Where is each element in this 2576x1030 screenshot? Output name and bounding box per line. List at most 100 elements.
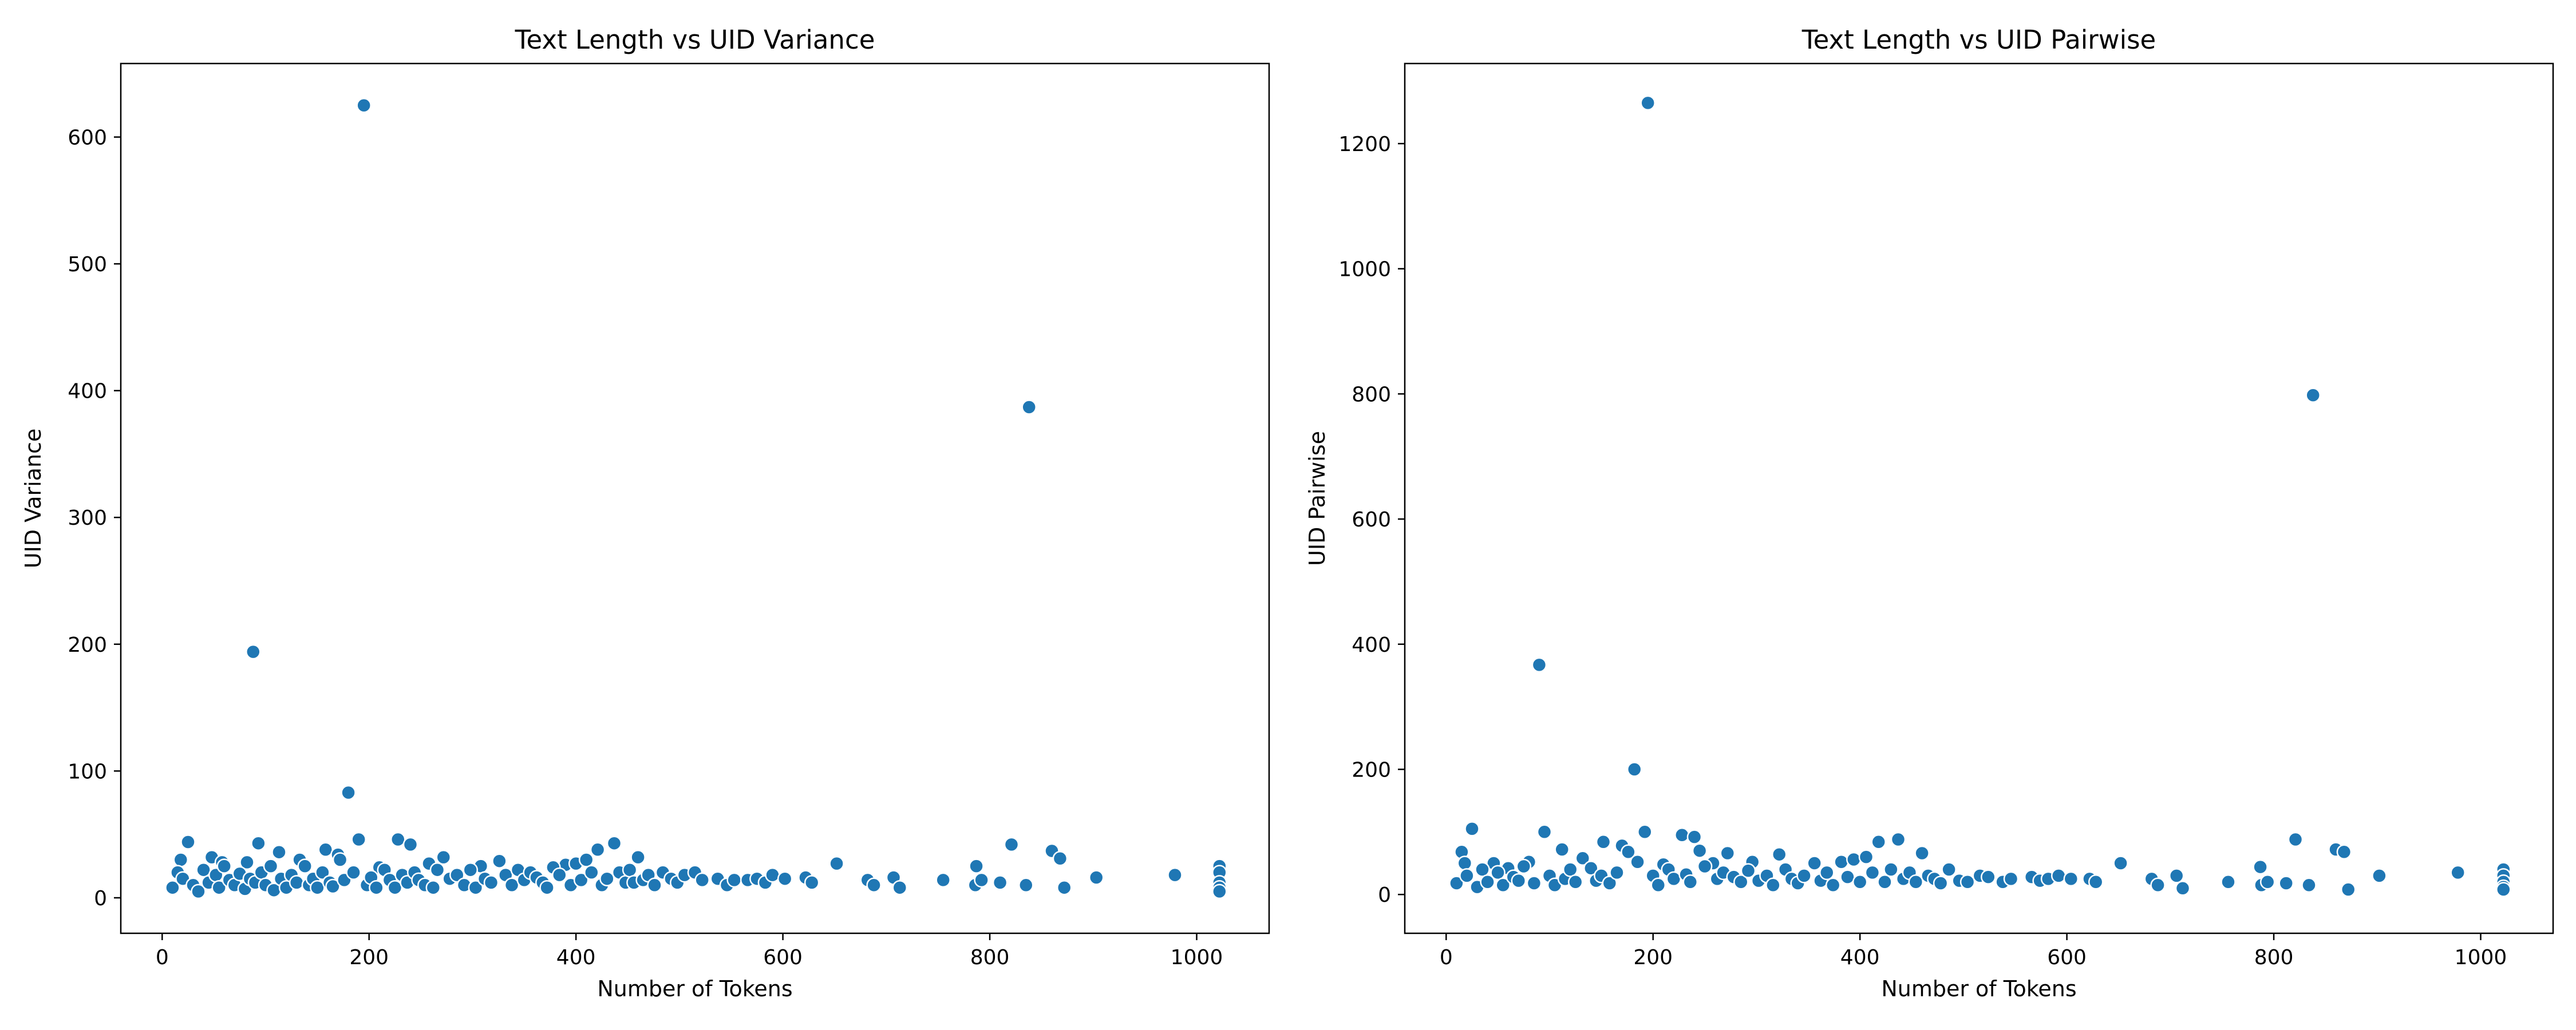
data-point (1640, 95, 1656, 111)
x-tick-label: 0 (156, 946, 169, 969)
data-point (2150, 877, 2166, 893)
data-point (263, 858, 279, 874)
axes-frame (1404, 62, 2554, 934)
data-point (694, 872, 710, 888)
x-tick-label: 600 (763, 946, 803, 969)
data-point (1666, 871, 1682, 887)
data-point (1914, 845, 1930, 861)
x-axis-ticks: 0 200 400 600 800 1000 (156, 933, 1223, 969)
x-tick-label: 600 (2047, 946, 2087, 969)
data-point (325, 878, 341, 894)
data-point (622, 862, 638, 878)
data-point (2253, 859, 2268, 875)
data-point (318, 842, 334, 858)
data-point (1825, 877, 1841, 893)
data-point (1480, 874, 1495, 890)
data-point (578, 852, 594, 867)
data-point (1516, 858, 1532, 874)
data-point (1864, 865, 1880, 881)
data-point (289, 875, 305, 890)
data-point (369, 880, 384, 896)
data-point (191, 884, 206, 900)
data-point (356, 97, 372, 113)
data-point (1819, 865, 1835, 881)
data-point (297, 858, 313, 874)
data-point (1740, 863, 1756, 878)
scatter-panel-uid-pairwise: 0 200 400 600 800 1000 0 200 400 600 800 1000 1200 Te… (1305, 25, 2554, 1001)
data-point (974, 872, 989, 888)
data-point (1567, 874, 1583, 890)
data-point (1682, 874, 1698, 890)
data-point (332, 852, 348, 867)
data-point (1674, 827, 1690, 843)
data-point (1637, 824, 1653, 840)
y-tick-label: 300 (68, 506, 107, 530)
data-point (1846, 851, 1862, 867)
data-point (346, 865, 361, 880)
x-tick-label: 200 (349, 946, 389, 969)
data-point (1490, 865, 1506, 881)
data-point (1088, 870, 1104, 885)
y-tick-label: 1000 (1338, 258, 1391, 282)
data-point (2305, 387, 2321, 403)
data-point (1890, 831, 1906, 847)
y-tick-label: 600 (1352, 508, 1391, 532)
data-point (892, 880, 908, 896)
data-points (1449, 95, 2511, 897)
x-axis-label: Number of Tokens (597, 976, 792, 1001)
x-tick-label: 0 (1440, 946, 1453, 969)
data-point (765, 867, 780, 883)
data-point (606, 835, 622, 851)
data-point (1495, 877, 1511, 893)
data-point (1720, 845, 1736, 861)
data-point (239, 854, 255, 870)
data-point (1834, 854, 1849, 870)
y-tick-label: 400 (1352, 633, 1391, 657)
data-point (492, 853, 507, 869)
data-point (2113, 855, 2128, 871)
data-point (1858, 849, 1874, 865)
data-point (2340, 882, 2356, 897)
data-point (1852, 874, 1868, 890)
data-point (1959, 874, 1976, 890)
y-axis-label: UID Variance (21, 429, 46, 569)
axes-frame (120, 62, 1270, 934)
data-point (969, 858, 984, 874)
x-axis-ticks: 0 200 400 600 800 1000 (1440, 933, 2507, 969)
data-point (804, 875, 820, 890)
data-point (468, 880, 484, 896)
data-point (1167, 867, 1183, 883)
data-point (2175, 881, 2191, 896)
data-point (1554, 842, 1570, 857)
data-point (390, 831, 406, 847)
data-point (1796, 868, 1812, 884)
data-point (552, 867, 567, 883)
data-point (216, 858, 232, 874)
y-axis-label: UID Pairwise (1305, 431, 1330, 566)
data-point (1981, 869, 1996, 885)
data-point (2372, 868, 2387, 884)
data-point (504, 877, 520, 893)
data-point (1457, 855, 1473, 871)
data-point (1692, 843, 1708, 858)
data-point (2301, 877, 2317, 893)
data-point (351, 831, 366, 847)
data-point (402, 837, 418, 853)
data-point (1459, 868, 1475, 884)
data-point (2278, 876, 2294, 891)
x-axis-label: Number of Tokens (1881, 976, 2076, 1001)
data-point (539, 880, 555, 896)
data-point (1602, 876, 1618, 891)
data-point (584, 865, 599, 880)
data-point (1650, 877, 1666, 893)
data-point (180, 834, 196, 850)
data-point (1021, 399, 1037, 415)
data-point (341, 785, 356, 801)
data-points (165, 97, 1227, 900)
data-point (935, 872, 951, 888)
data-point (1733, 874, 1749, 890)
data-point (165, 880, 180, 896)
data-point (1871, 834, 1886, 850)
data-point (211, 880, 227, 896)
data-point (1575, 850, 1591, 866)
